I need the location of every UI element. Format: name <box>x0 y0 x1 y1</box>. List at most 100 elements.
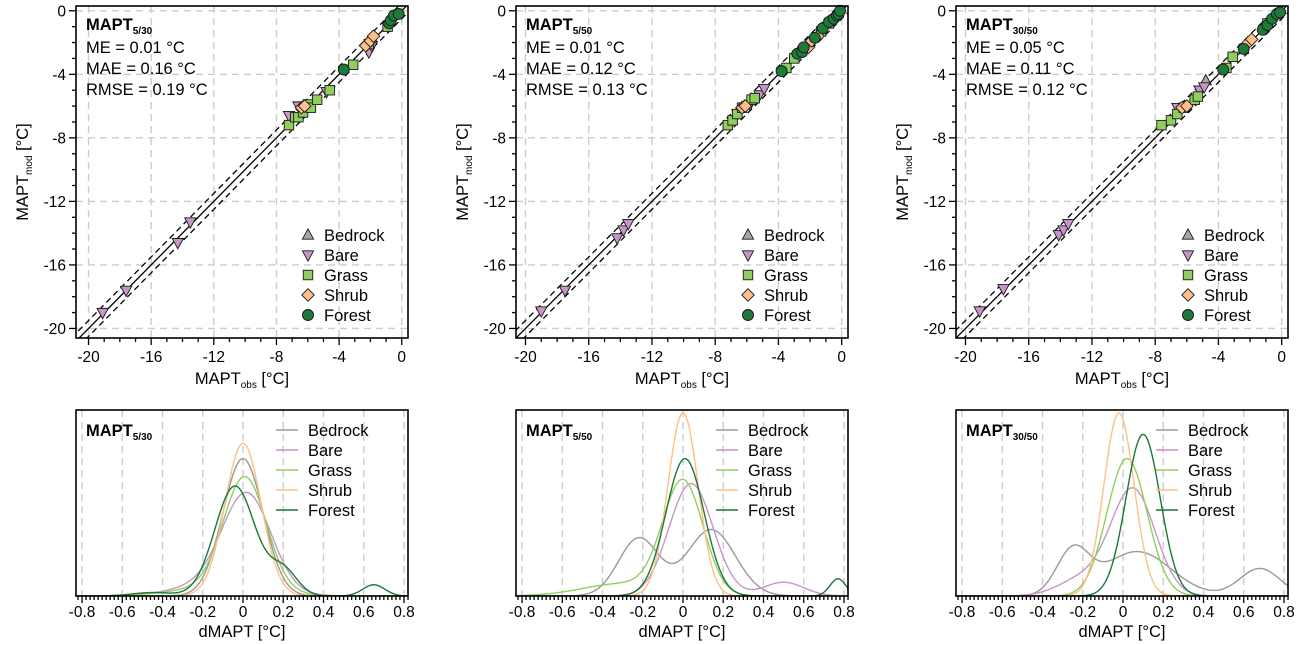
x-axis-label-unit: [°C] <box>1137 370 1169 388</box>
data-points <box>534 4 847 319</box>
x-tick-label: -0.2 <box>629 604 656 621</box>
data-point-grass <box>347 59 359 70</box>
y-axis-label-unit: [°C] <box>14 123 32 155</box>
x-axis-label-main: MAPT <box>1075 370 1121 388</box>
data-point-grass <box>324 84 335 96</box>
legend-label: Forest <box>324 307 371 325</box>
legend: Bedrock Bare Grass Shrub Forest <box>716 422 809 520</box>
x-tick-label: 0 <box>1119 604 1128 621</box>
legend-marker-shrub <box>741 288 755 302</box>
legend-marker-grass <box>742 269 754 281</box>
x-tick-label: 0.8 <box>833 604 855 621</box>
x-tick-label: 0.4 <box>1193 604 1215 621</box>
density-line-grass <box>956 457 1288 596</box>
legend-label: Shrub <box>1204 287 1248 305</box>
legend-marker-forest <box>302 309 314 321</box>
x-tick-label: 0.8 <box>1273 604 1295 621</box>
y-axis-label-main: MAPT <box>14 175 32 221</box>
data-point-shrub <box>738 99 753 113</box>
x-axis-label-unit: [°C] <box>697 370 729 388</box>
y-tick-label: -16 <box>924 257 946 274</box>
density-line-bedrock <box>956 544 1288 596</box>
data-point-forest <box>392 8 405 20</box>
data-point-bare <box>119 285 133 298</box>
density-line-bare <box>516 482 848 596</box>
y-tick-label: -4 <box>932 67 946 84</box>
density-curves <box>956 412 1288 596</box>
y-tick-label: -20 <box>924 321 947 338</box>
legend-marker-grass <box>1182 269 1194 281</box>
data-point-grass <box>311 94 323 105</box>
x-tick-label: 0.2 <box>272 604 294 621</box>
x-tick-label: -0.8 <box>949 604 976 621</box>
plot-frame <box>955 409 1289 597</box>
x-axis-label: dMAPT [°C] <box>639 623 726 641</box>
legend-label: Bedrock <box>308 422 369 440</box>
x-tick-label: -4 <box>1212 349 1226 366</box>
panel-title: MAPT30/50 <box>966 422 1038 443</box>
x-tick-label: -0.6 <box>549 604 576 621</box>
legend-marker-bare <box>1181 250 1195 263</box>
x-tick-label: 0.6 <box>793 604 815 621</box>
x-axis-label-main: MAPT <box>195 370 241 388</box>
data-point-grass <box>1192 91 1204 102</box>
y-tick-label: -12 <box>44 194 66 211</box>
data-point-bare <box>558 285 572 298</box>
data-point-forest <box>1217 63 1230 76</box>
legend-label: Bare <box>324 247 359 265</box>
y-axis-label-sub: mod <box>904 155 915 174</box>
density-line-forest <box>76 485 408 596</box>
data-point-forest <box>337 63 350 76</box>
legend: Bedrock Bare Grass Shrub Forest <box>276 422 369 520</box>
x-tick-label: -4 <box>332 349 346 366</box>
panel-title-main: MAPT <box>966 422 1013 440</box>
stat-text: ME = 0.01 °C <box>86 39 185 57</box>
data-point-bare <box>757 83 771 96</box>
legend-label: Forest <box>1188 502 1235 520</box>
panel-title-main: MAPT <box>86 16 133 34</box>
data-point-grass <box>1227 51 1238 63</box>
data-point-bare <box>621 218 635 231</box>
y-axis-label: MAPTmod [°C] <box>454 123 475 221</box>
x-tick-label: -0.4 <box>1029 604 1056 621</box>
stat-text: RMSE = 0.13 °C <box>526 81 648 99</box>
data-point-bare <box>534 306 548 319</box>
legend-label: Shrub <box>308 482 352 500</box>
legend-label: Shrub <box>764 287 808 305</box>
panel-title-sub: 5/50 <box>573 432 593 443</box>
density-line-forest <box>516 457 848 596</box>
data-point-bare <box>610 233 624 246</box>
data-point-bare <box>1061 218 1075 231</box>
legend: Bedrock Bare Grass Shrub Forest <box>741 227 825 325</box>
stat-text: MAE = 0.11 °C <box>966 60 1075 78</box>
legend-label: Bare <box>1188 442 1223 460</box>
density-line-grass <box>516 478 848 596</box>
y-tick-label: -20 <box>484 321 507 338</box>
stat-text: ME = 0.05 °C <box>966 39 1065 57</box>
density-line-bare <box>76 491 408 596</box>
x-tick-label: 0 <box>837 349 846 366</box>
data-point-forest <box>834 4 847 17</box>
y-tick-label: -20 <box>44 321 67 338</box>
legend-marker-bedrock <box>741 227 755 240</box>
y-tick-label: 0 <box>497 3 506 20</box>
legend-label: Bedrock <box>1204 227 1265 245</box>
x-tick-label: 0.8 <box>393 604 415 621</box>
x-tick-label: -20 <box>77 349 100 366</box>
legend-marker-grass <box>302 269 314 281</box>
data-point-forest <box>1237 42 1250 55</box>
data-point-bare <box>1057 225 1070 238</box>
panel-title-sub: 5/30 <box>133 26 153 37</box>
x-tick-label: 0.4 <box>753 604 775 621</box>
data-point-shrub <box>1244 32 1259 47</box>
panel-title-main: MAPT <box>86 422 133 440</box>
x-axis-label: MAPTobs [°C] <box>635 370 729 391</box>
data-point-forest <box>797 41 810 54</box>
y-axis-label: MAPTmod [°C] <box>14 123 35 221</box>
x-tick-label: -0.4 <box>589 604 616 621</box>
data-point-grass <box>1165 115 1177 126</box>
panel-title: MAPT30/50 <box>966 16 1038 37</box>
legend-label: Bedrock <box>748 422 809 440</box>
